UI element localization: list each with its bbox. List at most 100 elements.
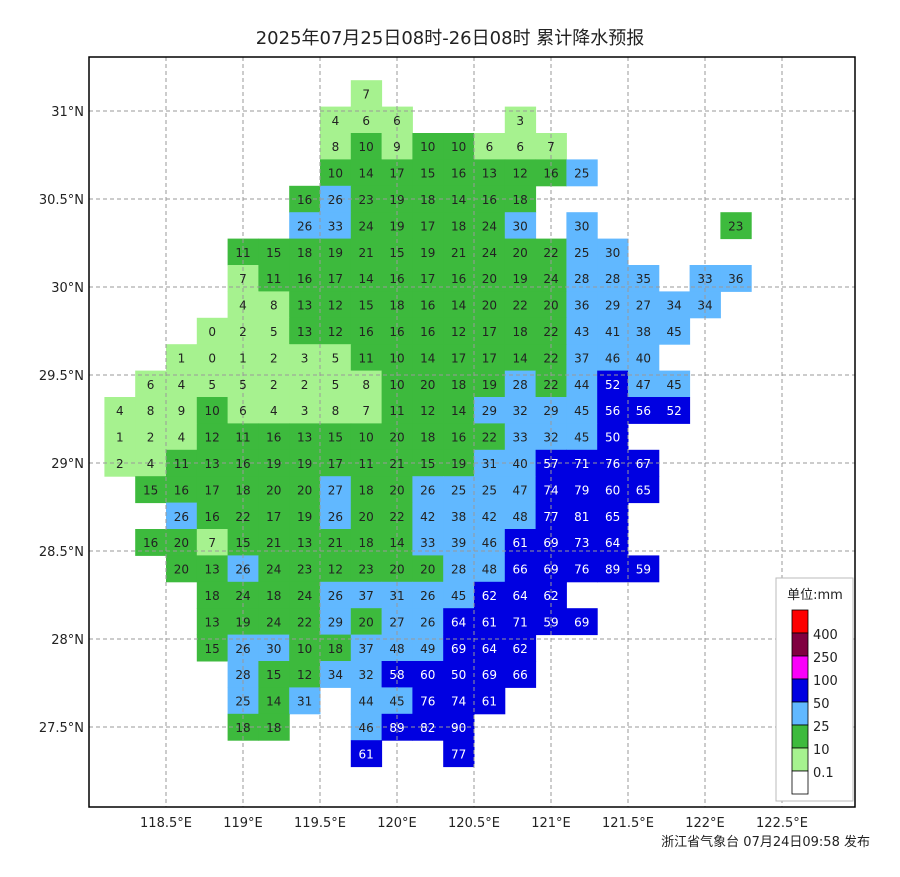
precip-value: 20: [174, 536, 189, 550]
precip-value: 32: [513, 404, 528, 418]
precip-cell: [350, 581, 383, 609]
precip-cell: [135, 423, 167, 451]
precip-value: 22: [297, 615, 312, 629]
precip-value: 18: [297, 246, 312, 260]
legend-swatch: [791, 770, 809, 795]
precip-value: 16: [297, 272, 312, 286]
precip-cell: [350, 423, 383, 451]
precip-cell: [135, 476, 167, 504]
precip-value: 90: [451, 721, 466, 735]
precip-cell: [320, 502, 352, 530]
precip-value: 5: [332, 351, 340, 365]
precip-value: 18: [235, 483, 250, 497]
precip-value: 62: [513, 642, 528, 656]
precip-value: 27: [636, 299, 651, 313]
precip-cell: [504, 317, 537, 345]
precip-value: 16: [451, 431, 466, 445]
precip-value: 8: [362, 378, 370, 392]
legend-swatch: [791, 655, 809, 680]
precip-cell: [628, 291, 660, 319]
precip-value: 14: [451, 299, 466, 313]
precip-value: 18: [451, 219, 466, 233]
legend-unit: 单位:mm: [787, 588, 843, 603]
precip-value: 30: [605, 246, 620, 260]
precip-cell: [628, 476, 660, 504]
precip-value: 20: [513, 246, 528, 260]
legend-label: 25: [813, 720, 830, 735]
precip-value: 64: [482, 642, 497, 656]
precip-cell: [258, 291, 290, 319]
precip-cell: [504, 555, 537, 583]
precip-cell: [258, 423, 290, 451]
precip-cell: [289, 687, 321, 715]
precip-cell: [628, 344, 660, 372]
precip-cell: [289, 317, 321, 345]
lon-tick-label: 120.5°E: [448, 816, 500, 831]
precip-value: 25: [482, 483, 497, 497]
precip-value: 42: [482, 510, 497, 524]
precip-cell: [412, 344, 444, 372]
precip-cell: [412, 159, 444, 187]
precip-value: 13: [205, 457, 220, 471]
precip-cell: [166, 555, 198, 583]
precip-cell: [412, 212, 444, 240]
precip-value: 38: [451, 510, 466, 524]
precip-value: 71: [513, 615, 528, 629]
legend-label: 10: [813, 743, 830, 758]
precip-cell: [720, 212, 752, 240]
precip-value: 65: [636, 483, 651, 497]
precip-cell: [566, 476, 598, 504]
precip-value: 25: [451, 483, 466, 497]
precip-value: 22: [389, 510, 404, 524]
precip-cell: [474, 212, 506, 240]
lon-tick-label: 118.5°E: [140, 816, 192, 831]
precip-value: 82: [420, 721, 435, 735]
precip-cell: [196, 555, 229, 583]
precip-value: 15: [328, 431, 343, 445]
precip-cell: [350, 608, 383, 636]
precip-cell: [320, 159, 352, 187]
precip-value: 20: [174, 563, 189, 577]
precip-cell: [504, 608, 537, 636]
precip-cell: [412, 133, 444, 160]
precip-value: 10: [389, 378, 404, 392]
precip-value: 2: [270, 351, 278, 365]
precip-value: 34: [328, 668, 343, 682]
precip-value: 52: [667, 404, 682, 418]
precip-value: 18: [266, 721, 281, 735]
precip-cell: [504, 133, 537, 160]
precip-cell: [504, 238, 537, 266]
precip-value: 11: [359, 351, 374, 365]
legend-box: [775, 577, 854, 802]
precip-cell: [258, 397, 290, 424]
precip-value: 6: [147, 378, 155, 392]
lon-tick-label: 122°E: [685, 816, 725, 831]
precip-value: 18: [513, 325, 528, 339]
precip-value: 48: [389, 642, 404, 656]
precip-cell: [166, 476, 198, 504]
precip-value: 60: [605, 483, 620, 497]
precip-value: 18: [205, 589, 220, 603]
precip-cell: [196, 502, 229, 530]
precip-value: 4: [178, 378, 186, 392]
precip-cell: [504, 159, 537, 187]
precip-value: 21: [389, 457, 404, 471]
precip-cell: [443, 740, 475, 768]
precip-cell: [443, 344, 475, 372]
precip-value: 15: [420, 457, 435, 471]
precip-value: 23: [359, 193, 374, 207]
precip-cell: [166, 502, 198, 530]
precip-value: 33: [697, 272, 712, 286]
precip-cell: [412, 317, 444, 345]
precip-value: 61: [513, 536, 528, 550]
precip-cell: [474, 608, 506, 636]
precip-value: 76: [420, 695, 435, 709]
precip-value: 14: [266, 695, 281, 709]
precip-value: 21: [451, 246, 466, 260]
precip-value: 13: [297, 431, 312, 445]
precip-value: 7: [208, 536, 216, 550]
legend: 单位:mm 400 250 100 50 25 10 0.1: [775, 577, 854, 802]
precip-value: 13: [482, 167, 497, 181]
precip-value: 38: [636, 325, 651, 339]
precip-value: 10: [205, 404, 220, 418]
